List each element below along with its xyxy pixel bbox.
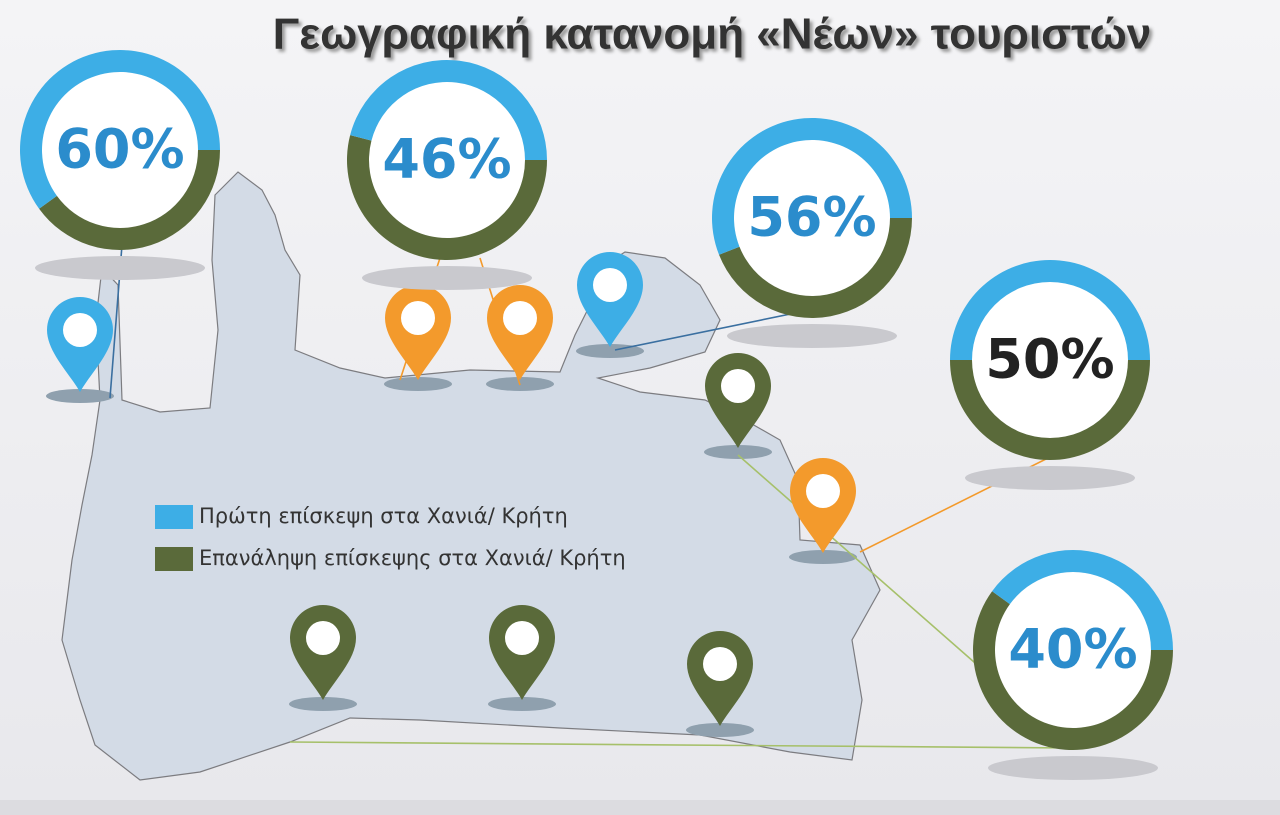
donut-hole [42,72,198,228]
map [61,171,881,781]
donut-label: 60% [55,118,184,181]
donut-segment [950,260,1150,360]
donut-label: 40% [1008,618,1137,681]
donut-shadow [35,256,205,280]
donut-hole [369,82,525,238]
donut-segment [346,135,547,261]
donut-segment [20,50,220,209]
donut-shadow [988,756,1158,780]
donut-segment [972,591,1173,751]
legend: Πρώτη επίσκεψη στα Χανιά/ Κρήτη Επανάληψη… [155,504,626,571]
chart-title: Γεωγραφική κατανομή «Νέων» τουριστών [273,10,1151,59]
donut-segment [950,360,1150,460]
donut-label: 56% [747,186,876,249]
donuts: 60% 46% 56% 50% 40% [20,50,1173,780]
donut-shadow [362,266,532,290]
donut-label: 50% [985,328,1114,391]
legend-label: Πρώτη επίσκεψη στα Χανιά/ Κρήτη [199,504,568,528]
donut-segment [992,550,1173,650]
donut-hole [995,572,1151,728]
legend-swatch [155,547,193,571]
donut-shadow [965,466,1135,490]
donut-segment [350,60,547,160]
donut-segment [39,150,221,250]
pin-shadows [46,344,857,737]
donut-shadow [727,324,897,348]
donut-segment [719,218,912,319]
donut-hole [972,282,1128,438]
donut-hole [734,140,890,296]
donut-label: 46% [382,128,511,191]
donut-segment [711,118,912,255]
bottom-strip [0,800,1280,815]
legend-label: Επανάληψη επίσκεψης στα Χανιά/ Κρήτη [199,546,626,570]
legend-swatch [155,505,193,529]
